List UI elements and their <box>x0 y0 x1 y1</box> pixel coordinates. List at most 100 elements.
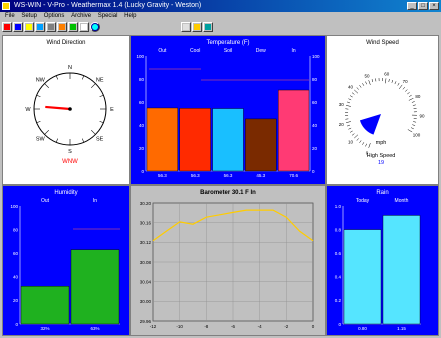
speed-tick <box>349 95 353 98</box>
barometer-panel: Barometer 30.1 F In 30.20 30.16 30.12 30.08… <box>130 185 326 336</box>
toolbar-chart-button[interactable] <box>57 22 67 32</box>
barometer-ytick-label: 30.20 <box>140 201 152 206</box>
compass-label-s: S <box>68 149 72 155</box>
compass-tick <box>99 120 104 124</box>
humidity-ytick-label: 40 <box>13 275 19 280</box>
temp-category-label: Soil <box>224 48 232 54</box>
barometer-ytick-label: 30.12 <box>140 240 152 245</box>
window-title: WS-WIN - V-Pro - Weathermax 1.4 (Lucky G… <box>14 2 202 9</box>
wind-speed-panel: Wind Speed 0 10 20 30 40 50 60 70 80 90 100 mph Hi… <box>326 35 439 185</box>
temp-ytick-label: 0 <box>141 169 144 174</box>
temp-ytick-label-right: 0 <box>312 169 315 174</box>
menu-help[interactable]: Help <box>124 13 137 19</box>
speed-label: 70 <box>403 79 409 84</box>
temperature-chart: 100 100 80 80 60 60 40 40 20 20 0 0 Out 56.3 Cool 56.3 S… <box>136 48 320 178</box>
toolbar-map-button[interactable] <box>68 22 78 32</box>
close-button[interactable]: × <box>429 2 439 10</box>
speed-tick <box>412 124 416 126</box>
speed-tick <box>356 87 359 90</box>
temp-ytick-label: 60 <box>139 100 145 105</box>
plug-icon <box>4 24 10 30</box>
toolbar-table-button[interactable] <box>35 22 45 32</box>
toolbar-settings-button[interactable] <box>203 22 213 32</box>
temp-ytick-label: 100 <box>136 54 144 59</box>
speed-label: 90 <box>419 113 425 118</box>
barometer-ytick-label: 30.00 <box>140 299 152 304</box>
speed-tick <box>394 81 397 85</box>
wind-gust-value: 19 <box>378 160 384 166</box>
toolbar-connect-button[interactable] <box>2 22 12 32</box>
menu-special[interactable]: Special <box>97 13 118 19</box>
speed-label: 20 <box>339 122 345 127</box>
temp-category-label: Dew <box>256 48 266 54</box>
temp-bar <box>245 118 277 172</box>
app-icon[interactable] <box>2 2 10 10</box>
monitor-icon <box>81 24 87 30</box>
toolbar-weather-button[interactable] <box>192 22 202 32</box>
temperature-title: Temperature (F) <box>206 40 250 46</box>
maximize-button[interactable]: □ <box>418 2 428 10</box>
minimize-button[interactable]: _ <box>407 2 417 10</box>
table-icon <box>37 24 43 30</box>
speed-tick <box>371 79 374 83</box>
wind-direction-panel: Wind Direction N NE E SE S SW W NW WNW <box>2 35 130 185</box>
settings-icon <box>205 24 211 30</box>
speed-tick <box>351 92 355 95</box>
wind-direction-title: Wind Direction <box>46 40 86 46</box>
speed-tick <box>368 143 371 148</box>
compass-tick <box>55 75 59 80</box>
grid-icon <box>26 24 32 30</box>
toolbar-globe-button[interactable] <box>90 22 100 32</box>
temp-bar <box>277 89 310 172</box>
toolbar-grid-button[interactable] <box>24 22 34 32</box>
speed-tick <box>346 121 351 123</box>
rain-ytick-label: 0.4 <box>335 275 342 280</box>
wind-speed-title: Wind Speed <box>366 40 399 46</box>
humidity-category-label: In <box>93 198 97 204</box>
toolbar-station-button[interactable] <box>13 22 23 32</box>
speed-tick <box>405 89 408 92</box>
speed-tick <box>388 78 390 82</box>
barometer-xtick-label: -6 <box>231 324 235 329</box>
barometer-title: Barometer 30.1 F In <box>200 190 256 196</box>
rain-panel: Rain 1.0 0.8 0.6 0.4 0.2 0 Today 0.80 Month 1.15 <box>326 185 439 336</box>
menu-options[interactable]: Options <box>43 13 65 19</box>
temp-category-label: Out <box>158 48 167 54</box>
compass-tick <box>36 120 41 124</box>
speed-labels: 0 10 20 30 40 50 60 70 80 90 100 <box>339 71 425 155</box>
compass-tick <box>81 75 85 80</box>
map-icon <box>70 24 76 30</box>
rain-ytick-label: 0.8 <box>335 227 342 232</box>
humidity-value-label: 32% <box>40 326 49 331</box>
compass-tick <box>44 83 49 88</box>
humidity-ytick-label: 20 <box>13 298 19 303</box>
compass-tick <box>91 130 96 135</box>
speed-tick <box>359 140 362 143</box>
barometer-xtick-label: -12 <box>150 324 157 329</box>
humidity-ytick-label: 80 <box>13 227 19 232</box>
compass-label-sw: SW <box>36 137 46 143</box>
rain-bar <box>343 229 382 325</box>
speed-tick <box>347 101 350 104</box>
menu-file[interactable]: File <box>5 13 15 19</box>
wind-speed-unit: mph <box>376 140 387 146</box>
wind-direction-needle <box>45 105 71 111</box>
rain-category-label: Month <box>395 198 409 204</box>
speed-label: 100 <box>413 133 421 138</box>
toolbar-copy-button[interactable] <box>181 22 191 32</box>
speed-tick <box>397 82 400 86</box>
compass-hub <box>68 107 72 111</box>
humidity-category-label: Out <box>41 198 50 204</box>
toolbar-archive-button[interactable] <box>46 22 56 32</box>
temp-category-label: Cool <box>190 48 200 54</box>
temp-ytick-label-right: 60 <box>312 100 318 105</box>
title-bar[interactable]: WS-WIN - V-Pro - Weathermax 1.4 (Lucky G… <box>0 0 441 12</box>
wind-speed-gauge: 0 10 20 30 40 50 60 70 80 90 100 mph High Speed 19 <box>339 71 425 166</box>
toolbar-monitor-button[interactable] <box>79 22 89 32</box>
menu-archive[interactable]: Archive <box>71 13 92 19</box>
speed-tick <box>354 89 359 94</box>
menu-setup[interactable]: Setup <box>21 13 38 19</box>
temp-ytick-label-right: 20 <box>312 146 318 151</box>
speed-tick <box>359 85 362 88</box>
